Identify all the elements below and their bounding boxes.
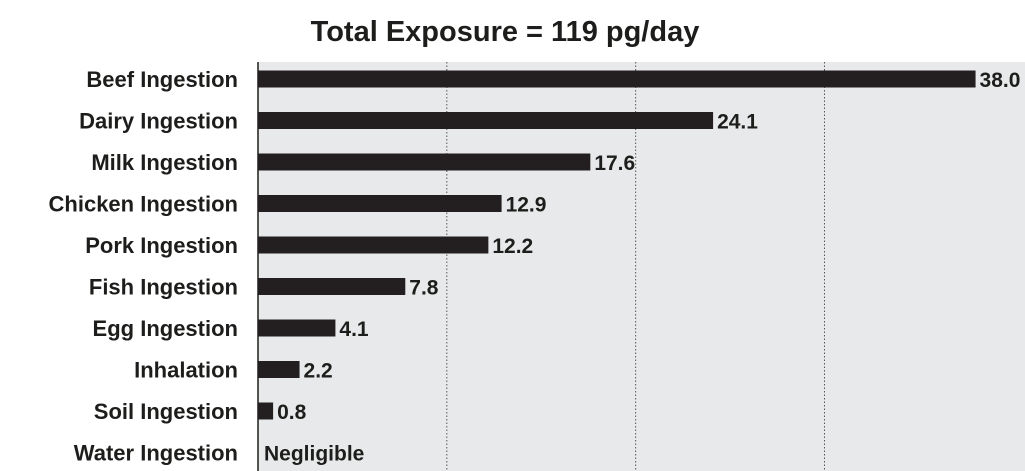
category-label-chicken-ingestion: Chicken Ingestion — [49, 192, 238, 217]
value-label-inhalation: 2.2 — [304, 360, 333, 383]
gridlines — [446, 62, 825, 471]
value-label-milk-ingestion: 17.6 — [594, 152, 635, 175]
plot-background — [258, 62, 1025, 471]
category-label-water-ingestion: Water Ingestion — [74, 441, 238, 466]
category-label-soil-ingestion: Soil Ingestion — [94, 399, 238, 424]
category-label-beef-ingestion: Beef Ingestion — [86, 67, 238, 92]
value-label-beef-ingestion: 38.0 — [980, 69, 1021, 92]
value-label-water-ingestion: Negligible — [264, 443, 364, 466]
category-label-fish-ingestion: Fish Ingestion — [89, 275, 238, 300]
value-label-fish-ingestion: 7.8 — [409, 277, 439, 300]
bars — [258, 70, 976, 420]
bar-dairy-ingestion — [258, 112, 714, 129]
bar-inhalation — [258, 361, 300, 378]
bar-beef-ingestion — [258, 70, 976, 88]
category-label-inhalation: Inhalation — [134, 358, 238, 383]
bar-pork-ingestion — [258, 236, 489, 254]
category-label-milk-ingestion: Milk Ingestion — [91, 150, 238, 175]
value-label-pork-ingestion: 12.2 — [492, 235, 533, 258]
value-label-egg-ingestion: 4.1 — [339, 318, 369, 341]
category-label-dairy-ingestion: Dairy Ingestion — [79, 109, 238, 134]
value-label-chicken-ingestion: 12.9 — [506, 194, 547, 217]
category-labels: Beef Ingestion Dairy Ingestion Milk Ingest… — [49, 67, 238, 466]
chart-title: Total Exposure = 119 pg/day — [311, 16, 700, 48]
bar-chicken-ingestion — [258, 195, 502, 212]
category-label-pork-ingestion: Pork Ingestion — [85, 233, 238, 258]
bar-egg-ingestion — [258, 319, 336, 337]
value-label-dairy-ingestion: 24.1 — [717, 111, 758, 134]
bar-fish-ingestion — [258, 278, 406, 295]
bar-milk-ingestion — [258, 153, 591, 171]
bar-soil-ingestion — [258, 402, 274, 420]
value-label-soil-ingestion: 0.8 — [277, 401, 307, 424]
category-label-egg-ingestion: Egg Ingestion — [93, 316, 238, 341]
value-labels: 38.0 24.1 17.6 12.9 12.2 7.8 4.1 2.2 0.8 Negligib… — [264, 69, 1020, 466]
